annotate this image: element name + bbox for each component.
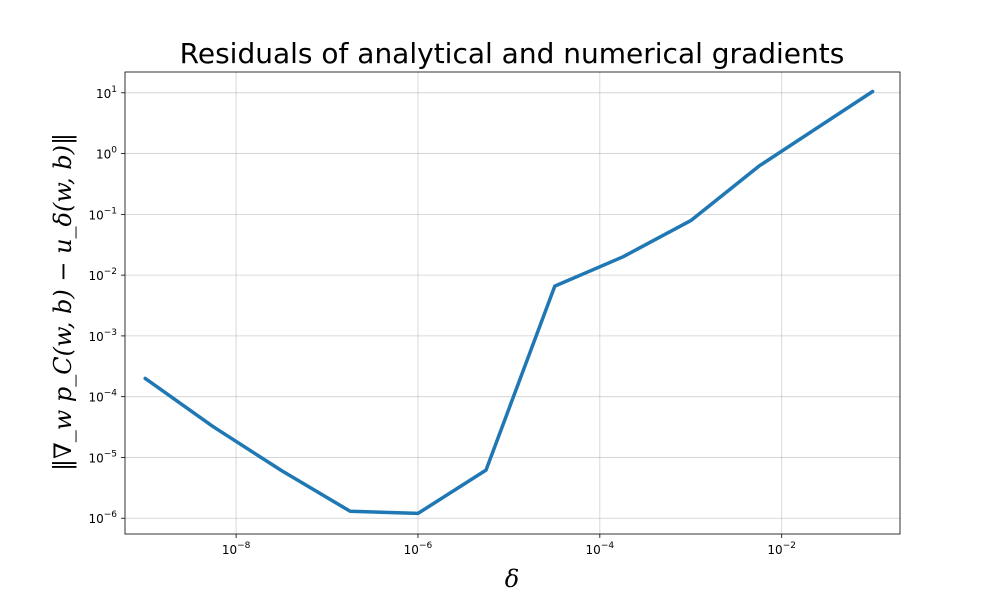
y-tick-label: 10−3 <box>88 328 117 344</box>
y-tick-label: 10−6 <box>88 510 117 526</box>
grid <box>125 72 900 534</box>
y-axis-label: ‖∇_w p_C(w, b) − u_δ(w, b)‖ <box>49 133 78 471</box>
series-line <box>143 89 875 516</box>
y-tick-exponent: −3 <box>104 328 117 338</box>
x-tick-exponent: −2 <box>783 541 796 551</box>
ticks <box>121 92 783 538</box>
y-tick-exponent: −1 <box>104 206 117 216</box>
y-tick-exponent: 0 <box>111 146 117 156</box>
x-tick-label: 10−4 <box>586 541 615 557</box>
chart-title: Residuals of analytical and numerical gr… <box>180 37 845 70</box>
y-tick-label: 10−5 <box>88 449 117 465</box>
x-tick-label: 10−6 <box>404 541 433 557</box>
tick-labels: 10−8 10−6 10−4 10−210−610−510−410−310−210−1… <box>88 85 796 557</box>
y-tick-label: 100 <box>96 146 117 162</box>
y-tick-exponent: 1 <box>111 85 117 95</box>
x-tick-exponent: −4 <box>601 541 615 551</box>
y-tick-exponent: −2 <box>104 267 117 277</box>
y-tick-exponent: −6 <box>104 510 118 520</box>
y-tick-label: 10−2 <box>88 267 117 283</box>
x-tick-label: 10−8 <box>222 541 251 557</box>
x-tick-label: 10−2 <box>767 541 796 557</box>
y-tick-label: 101 <box>96 85 117 101</box>
x-tick-exponent: −8 <box>237 541 251 551</box>
y-tick-exponent: −5 <box>104 449 117 459</box>
plot-frame <box>124 71 901 535</box>
x-tick-exponent: −6 <box>419 541 433 551</box>
x-axis-label: δ <box>505 565 519 593</box>
y-tick-label: 10−4 <box>88 389 117 405</box>
y-tick-exponent: −4 <box>104 389 118 399</box>
y-tick-label: 10−1 <box>88 206 117 222</box>
